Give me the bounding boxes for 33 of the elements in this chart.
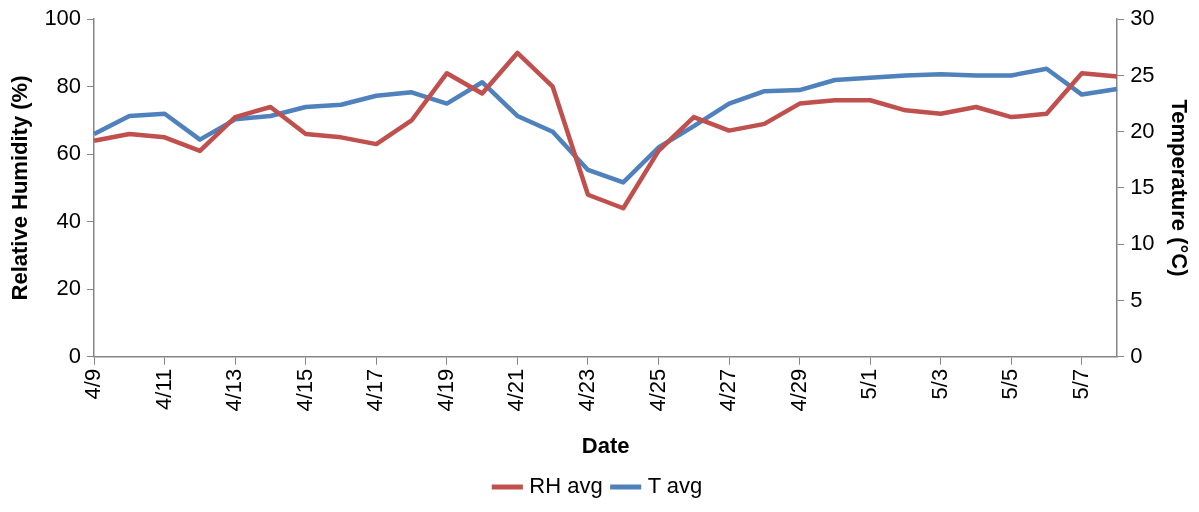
x-tick-label: 4/23 [574, 368, 600, 412]
y-tick-label: 80 [56, 72, 82, 98]
x-tick-label: 4/29 [785, 368, 811, 412]
y2-tick-label: 20 [1130, 117, 1155, 143]
legend-label: T avg [647, 473, 703, 499]
x-tick-label: 5/5 [997, 368, 1023, 400]
y-tick-label: 20 [56, 275, 82, 301]
y2-tick-label: 10 [1130, 230, 1155, 256]
y2-axis-title: Temperature (°C) [1166, 99, 1192, 277]
x-tick-label: 5/3 [926, 368, 952, 400]
y-tick-label: 0 [68, 342, 82, 368]
y-tick-label: 100 [44, 5, 82, 31]
y-tick-label: 60 [56, 140, 82, 166]
x-tick-label: 4/17 [362, 368, 388, 412]
x-tick-label: 5/7 [1067, 368, 1093, 400]
x-tick-label: 4/11 [150, 368, 176, 410]
x-axis-title: Date [581, 432, 630, 458]
y2-tick-label: 30 [1130, 5, 1155, 31]
x-tick-label: 4/19 [432, 368, 458, 412]
y-tick-label: 40 [56, 207, 82, 233]
x-tick-label: 4/9 [80, 368, 106, 400]
x-tick-label: 5/1 [856, 368, 882, 400]
legend-label: RH avg [529, 473, 603, 499]
y2-tick-label: 5 [1130, 286, 1143, 312]
y2-tick-label: 15 [1130, 174, 1155, 200]
x-tick-label: 4/13 [221, 368, 247, 412]
y2-tick-label: 25 [1130, 61, 1155, 87]
x-tick-label: 4/15 [291, 368, 317, 412]
y-axis-title: Relative Humidity (%) [7, 75, 33, 301]
x-tick-label: 4/27 [715, 368, 741, 412]
x-tick-label: 4/21 [503, 368, 529, 412]
y2-tick-label: 0 [1130, 342, 1143, 368]
x-tick-label: 4/25 [644, 368, 670, 412]
